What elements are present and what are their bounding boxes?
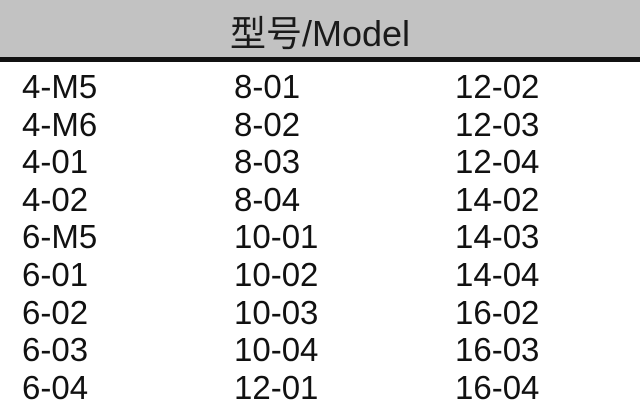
table-header: 型号/Model [0,0,640,57]
model-cell: 10-02 [234,255,319,293]
model-cell: 8-04 [234,180,301,218]
model-cell: 10-04 [234,331,319,369]
header-divider [0,57,640,62]
model-cell: 14-04 [455,255,540,293]
model-column-2: 8-01 8-02 8-03 8-04 10-01 10-02 10-03 10-04 12-0… [234,68,318,406]
header-title: 型号/Model [229,12,411,54]
model-cell: 16-04 [455,368,540,406]
model-cell: 12-02 [455,68,540,105]
model-column-1: 4-M5 4-M6 4-01 4-02 6-M5 6-01 6-02 6-03 6-04 [22,68,97,406]
model-cell: 8-03 [234,143,301,181]
model-cell: 12-03 [455,105,540,143]
model-cell: 6-03 [22,331,89,369]
model-cell: 16-03 [455,331,540,369]
model-cell: 6-04 [22,368,89,406]
model-cell: 4-M5 [22,68,98,105]
model-cell: 6-M5 [22,218,98,256]
model-cell: 14-02 [455,180,540,218]
model-cell: 8-01 [234,68,301,105]
model-cell: 4-01 [22,143,89,181]
model-cell: 8-02 [234,105,301,143]
model-column-3: 12-02 12-03 12-04 14-02 14-03 14-04 16-02 16-03… [455,68,539,406]
model-cell: 16-02 [455,293,540,331]
model-cell: 6-01 [22,255,89,293]
model-cell: 10-01 [234,218,319,256]
model-cell: 10-03 [234,293,319,331]
model-cell: 4-02 [22,180,89,218]
model-cell: 12-01 [234,368,319,406]
model-cell: 12-04 [455,143,540,181]
model-cell: 4-M6 [22,105,98,143]
model-cell: 6-02 [22,293,89,331]
model-cell: 14-03 [455,218,540,256]
